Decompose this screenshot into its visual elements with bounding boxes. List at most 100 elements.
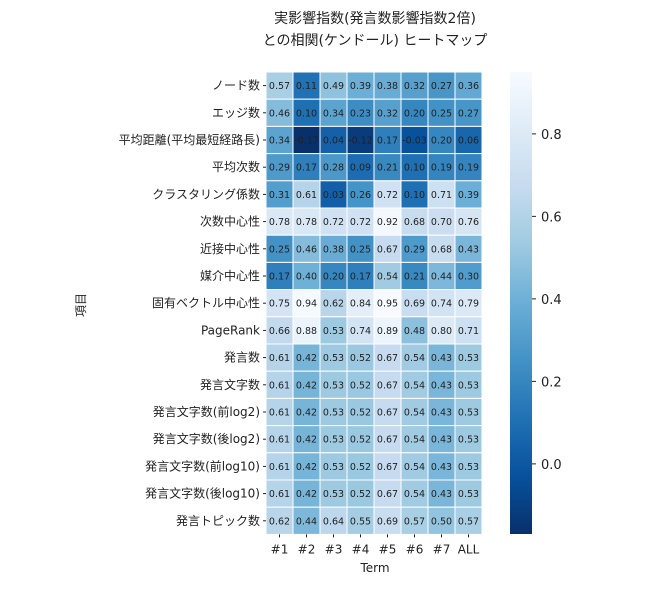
cell-value-label: 0.74 (350, 326, 371, 337)
y-axis-label: 項目 (74, 293, 88, 317)
heatmap-cell (400, 397, 429, 427)
cell-value-label: 0.88 (296, 326, 317, 337)
cell-value-label: 0.10 (296, 108, 317, 119)
y-tick-label: エッジ数 (212, 105, 260, 120)
cell-value-label: 0.42 (296, 489, 317, 500)
cell-value-label: 0.06 (458, 136, 479, 147)
cell-value-label: 0.38 (323, 244, 344, 255)
cell-value-label: 0.09 (350, 163, 371, 174)
x-tick-label: ALL (458, 542, 480, 556)
cell-value-label: 0.61 (269, 435, 290, 446)
cell-value-label: 0.19 (458, 163, 479, 174)
cell-value-label: 0.43 (458, 244, 479, 255)
cell-value-label: 0.20 (431, 136, 452, 147)
cell-value-label: 0.67 (377, 244, 398, 255)
cell-value-label: 0.25 (269, 244, 290, 255)
y-tick-label: 固有ベクトル中心性 (152, 295, 260, 310)
cell-value-label: 0.67 (377, 462, 398, 473)
cell-value-label: 0.69 (377, 516, 398, 527)
cell-value-label: 0.28 (323, 163, 344, 174)
heatmap-cell (454, 289, 483, 318)
x-tick-label: #6 (406, 542, 424, 556)
cell-value-label: 0.53 (458, 380, 479, 391)
heatmap-cell (265, 234, 294, 263)
chart-subtitle: との相関(ケンドール) ヒートマップ (263, 33, 488, 49)
heatmap-cell (454, 343, 483, 372)
cell-value-label: 0.78 (269, 217, 290, 228)
heatmap-cell (346, 180, 375, 209)
cell-value-label: 0.10 (404, 163, 425, 174)
heatmap-cell (400, 125, 429, 155)
cell-value-label: 0.17 (296, 163, 317, 174)
heatmap-cell (454, 261, 483, 291)
cell-value-label: 0.71 (431, 190, 452, 201)
heatmap-cell (454, 207, 483, 236)
x-tick-label: #1 (271, 542, 289, 556)
cell-value-label: 0.25 (431, 108, 452, 119)
heatmap-cell (346, 125, 375, 155)
heatmap-cell (373, 153, 402, 182)
cell-value-label: 0.43 (431, 380, 452, 391)
cell-value-label: 0.79 (458, 299, 479, 310)
heatmap-cell (427, 343, 456, 372)
y-tick-label: 発言文字数(後log10) (145, 486, 260, 501)
cell-value-label: 0.67 (377, 353, 398, 364)
cell-value-label: 0.43 (431, 435, 452, 446)
heatmap-cells: 0.57 0.11 0.49 0.39 0.38 0.32 0.27 0.36 0.46 0.10… (265, 71, 483, 535)
cell-value-label: 0.72 (377, 190, 398, 201)
colorbar-tick-label: 0.6 (541, 210, 562, 225)
heatmap-cell (400, 479, 429, 508)
heatmap-cell (427, 125, 456, 155)
cell-value-label: 0.32 (404, 81, 425, 92)
cell-value-label: 0.61 (269, 408, 290, 419)
heatmap-cell (319, 289, 348, 318)
cell-value-label: 0.62 (269, 516, 290, 527)
cell-value-label: 0.42 (296, 462, 317, 473)
cell-value-label: 0.42 (296, 435, 317, 446)
cell-value-label: 0.53 (458, 408, 479, 419)
cell-value-label: 0.03 (323, 190, 344, 201)
y-tick-label: 次数中心性 (200, 214, 260, 229)
cell-value-label: 0.64 (323, 516, 344, 527)
heatmap-cell (292, 234, 321, 263)
cell-value-label: 0.57 (269, 81, 290, 92)
heatmap-cell (346, 506, 375, 535)
heatmap-cell (454, 71, 483, 100)
cell-value-label: 0.54 (404, 489, 425, 500)
cell-value-label: 0.39 (350, 81, 371, 92)
heatmap-cell (373, 316, 402, 345)
cell-value-label: 0.57 (404, 516, 425, 527)
heatmap-cell (265, 479, 294, 508)
cell-value-label: 0.49 (323, 81, 344, 92)
y-tick-label: 平均次数 (212, 159, 260, 174)
cell-value-label: 0.25 (350, 244, 371, 255)
cell-value-label: 0.39 (458, 190, 479, 201)
heatmap-cell (454, 425, 483, 454)
heatmap-cell (292, 316, 321, 345)
heatmap-cell (292, 479, 321, 508)
heatmap-cell (319, 506, 348, 535)
cell-value-label: -0.17 (294, 136, 319, 147)
cell-value-label: 0.52 (350, 380, 371, 391)
cell-value-label: 0.32 (377, 108, 398, 119)
cell-value-label: 0.74 (431, 299, 452, 310)
y-tick-label: 媒介中心性 (200, 268, 260, 283)
cell-value-label: 0.43 (431, 462, 452, 473)
cell-value-label: 0.38 (377, 81, 398, 92)
heatmap-cell (400, 207, 429, 236)
cell-value-label: 0.68 (404, 217, 425, 228)
cell-value-label: 0.52 (350, 489, 371, 500)
cell-value-label: 0.21 (377, 163, 398, 174)
cell-value-label: 0.61 (269, 489, 290, 500)
heatmap-cell (373, 207, 402, 236)
cell-value-label: 0.78 (296, 217, 317, 228)
x-tick-label: #5 (379, 542, 397, 556)
heatmap-cell (427, 316, 456, 345)
heatmap-cell (292, 343, 321, 372)
cell-value-label: 0.48 (404, 326, 425, 337)
cell-value-label: 0.89 (377, 326, 398, 337)
heatmap-cell (319, 261, 348, 291)
cell-value-label: 0.17 (350, 272, 371, 283)
heatmap-cell (346, 452, 375, 481)
